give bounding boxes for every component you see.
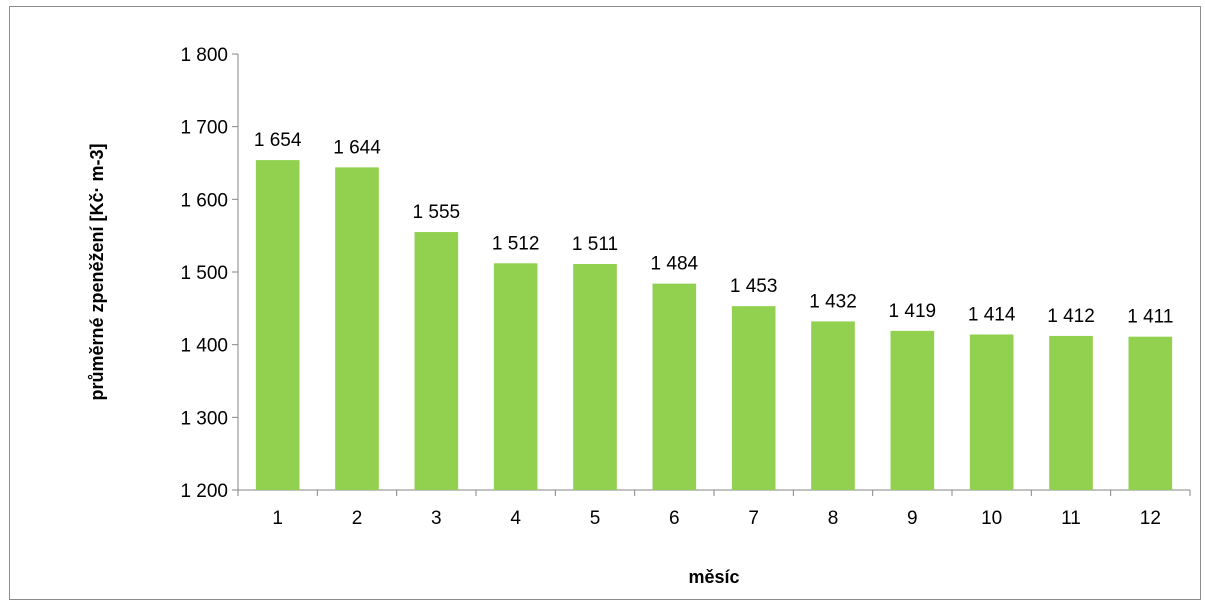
y-tick-label: 1 800 bbox=[180, 45, 228, 66]
x-tick-label: 11 bbox=[1061, 508, 1081, 529]
data-label: 1 432 bbox=[809, 291, 857, 312]
bar bbox=[811, 321, 855, 490]
y-axis: 1 200 1 300 1 400 1 500 1 600 1 700 1 800 bbox=[180, 45, 239, 502]
x-tick-label: 4 bbox=[510, 508, 521, 529]
bar bbox=[573, 264, 617, 490]
data-labels: 1 654 1 644 1 555 1 512 1 511 1 484 1 453 1 432… bbox=[254, 130, 1174, 328]
data-label: 1 511 bbox=[572, 234, 618, 255]
bar-series bbox=[255, 160, 1173, 491]
x-tick-label: 1 bbox=[272, 508, 283, 529]
data-label: 1 411 bbox=[1127, 307, 1173, 328]
x-tick-label: 10 bbox=[981, 508, 1002, 529]
x-tick-label: 9 bbox=[907, 508, 918, 529]
x-tick-label: 7 bbox=[748, 508, 759, 529]
x-tick-label: 8 bbox=[828, 508, 839, 529]
y-tick-label: 1 600 bbox=[180, 190, 228, 211]
data-label: 1 419 bbox=[889, 301, 937, 322]
data-label: 1 414 bbox=[968, 304, 1016, 325]
x-tick-label: 6 bbox=[669, 508, 680, 529]
bar bbox=[731, 306, 776, 490]
x-axis-title: měsíc bbox=[688, 567, 739, 587]
y-tick-label: 1 400 bbox=[180, 336, 228, 357]
data-label: 1 654 bbox=[254, 130, 302, 151]
y-tick-label: 1 300 bbox=[180, 408, 228, 429]
bar bbox=[335, 167, 379, 491]
x-tick-label: 3 bbox=[431, 508, 442, 529]
bar bbox=[969, 334, 1014, 490]
x-tick-label: 12 bbox=[1140, 508, 1161, 529]
data-label: 1 644 bbox=[333, 137, 381, 158]
bar bbox=[1049, 335, 1093, 490]
y-tick-label: 1 500 bbox=[180, 263, 228, 284]
data-label: 1 512 bbox=[492, 233, 540, 254]
bar bbox=[1128, 336, 1173, 490]
bar bbox=[255, 160, 300, 491]
bar bbox=[493, 263, 538, 490]
x-axis: 1 2 3 4 5 6 7 8 9 10 11 12 bbox=[237, 489, 1191, 529]
y-tick-label: 1 200 bbox=[180, 481, 228, 502]
data-label: 1 412 bbox=[1047, 306, 1095, 327]
x-tick-label: 2 bbox=[352, 508, 363, 529]
data-label: 1 453 bbox=[730, 276, 778, 297]
bar bbox=[414, 232, 459, 491]
x-tick-label: 5 bbox=[590, 508, 601, 529]
bar bbox=[652, 283, 697, 490]
y-axis-title: průměrné zpeněžení [Kč· m-3] bbox=[87, 143, 107, 400]
y-tick-label: 1 700 bbox=[180, 118, 228, 139]
data-label: 1 555 bbox=[413, 202, 461, 223]
data-label: 1 484 bbox=[651, 254, 699, 275]
bar bbox=[890, 330, 935, 490]
